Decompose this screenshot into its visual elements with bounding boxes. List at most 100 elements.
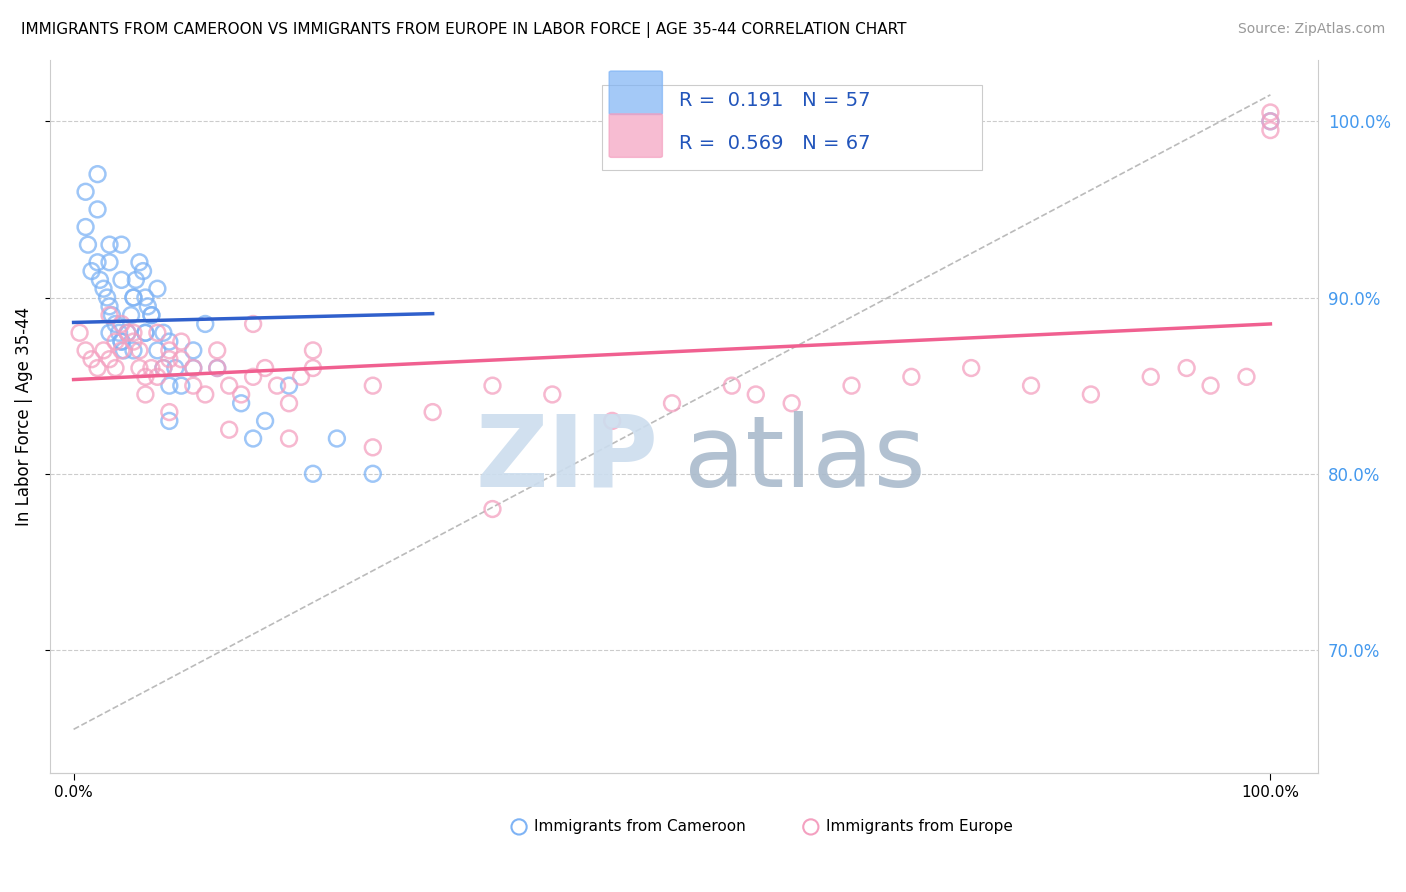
Point (146, 369, 169, 384)
Point (278, 432, 301, 446)
Point (1080, 387, 1102, 401)
FancyBboxPatch shape (602, 85, 983, 170)
Text: R =  0.569   N = 67: R = 0.569 N = 67 (679, 134, 870, 153)
Point (170, 352, 193, 367)
Point (75, 185, 97, 199)
Point (242, 317, 264, 331)
FancyBboxPatch shape (609, 114, 662, 157)
Point (80, 264, 103, 278)
Point (205, 361, 228, 376)
Point (165, 361, 187, 376)
Point (104, 317, 127, 331)
Point (104, 334, 127, 349)
Point (181, 361, 204, 376)
Point (110, 334, 132, 349)
Point (242, 369, 264, 384)
Point (290, 369, 312, 384)
Point (780, 396, 803, 410)
Point (152, 361, 174, 376)
Point (134, 326, 156, 340)
Point (128, 343, 150, 358)
Point (1260, 114, 1282, 128)
Point (157, 414, 180, 428)
Point (69, 326, 91, 340)
Point (1260, 105, 1282, 120)
Point (125, 273, 148, 287)
Point (481, 378, 503, 392)
Point (93, 282, 115, 296)
Point (152, 326, 174, 340)
Point (146, 343, 169, 358)
Text: IMMIGRANTS FROM CAMEROON VS IMMIGRANTS FROM EUROPE IN LABOR FORCE | AGE 35-44 CO: IMMIGRANTS FROM CAMEROON VS IMMIGRANTS F… (21, 22, 907, 38)
Point (361, 467, 384, 481)
Point (194, 387, 217, 401)
Point (157, 378, 180, 392)
Point (422, 405, 444, 419)
Point (146, 326, 169, 340)
Point (141, 308, 163, 322)
Point (326, 432, 349, 446)
Point (93, 343, 115, 358)
Point (181, 361, 204, 376)
Point (205, 361, 228, 376)
Point (157, 334, 180, 349)
Point (101, 308, 124, 322)
Point (128, 361, 150, 376)
Point (134, 291, 156, 305)
Point (541, 387, 564, 401)
Point (181, 343, 204, 358)
Point (152, 361, 174, 376)
Point (302, 467, 325, 481)
Point (86, 202, 108, 217)
Point (302, 361, 325, 376)
Point (278, 396, 301, 410)
Point (218, 423, 240, 437)
Text: Immigrants from Cameroon: Immigrants from Cameroon (534, 820, 747, 834)
Point (1199, 378, 1222, 392)
Point (108, 326, 131, 340)
Point (128, 255, 150, 269)
Point (1236, 369, 1258, 384)
Point (745, 387, 768, 401)
Point (122, 291, 145, 305)
Point (721, 378, 744, 392)
Point (134, 387, 156, 401)
Point (110, 317, 132, 331)
Point (86, 255, 108, 269)
Point (254, 414, 277, 428)
Point (157, 405, 180, 419)
Point (86, 361, 108, 376)
Point (361, 378, 384, 392)
Text: Immigrants from Europe: Immigrants from Europe (827, 820, 1012, 834)
Point (122, 291, 145, 305)
Point (75, 343, 97, 358)
Point (117, 326, 139, 340)
Point (231, 396, 253, 410)
Point (600, 414, 623, 428)
Point (141, 308, 163, 322)
Point (98, 352, 121, 367)
Point (302, 343, 325, 358)
Point (98, 308, 121, 322)
Point (98, 299, 121, 313)
Point (77, 237, 100, 252)
Point (136, 299, 159, 313)
Point (205, 343, 228, 358)
Point (157, 343, 180, 358)
Point (1175, 361, 1198, 376)
Point (98, 326, 121, 340)
Point (117, 326, 139, 340)
Point (110, 237, 132, 252)
Y-axis label: In Labor Force | Age 35-44: In Labor Force | Age 35-44 (15, 307, 32, 526)
Point (1260, 123, 1282, 137)
Point (841, 378, 863, 392)
Point (278, 378, 301, 392)
Text: Source: ZipAtlas.com: Source: ZipAtlas.com (1237, 22, 1385, 37)
Point (110, 273, 132, 287)
Point (132, 264, 155, 278)
Point (146, 282, 169, 296)
Point (122, 334, 145, 349)
Point (266, 378, 288, 392)
Text: R =  0.191   N = 57: R = 0.191 N = 57 (679, 91, 870, 110)
Point (134, 326, 156, 340)
